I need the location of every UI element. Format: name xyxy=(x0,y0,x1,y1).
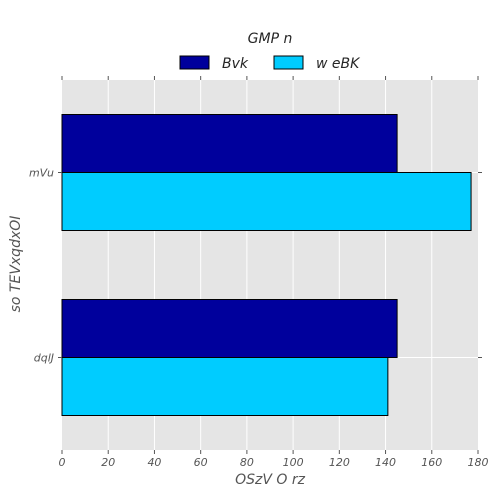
bar xyxy=(61,114,398,173)
legend-swatch-webk xyxy=(273,55,304,70)
x-tick-label: 160 xyxy=(421,456,442,469)
legend-label-webk: w eBK xyxy=(316,56,361,72)
legend: GMP n Bvk w eBK xyxy=(179,31,361,72)
x-tick-label: 80 xyxy=(240,456,254,469)
x-tick-label: 180 xyxy=(468,456,489,469)
bar-layer xyxy=(61,114,472,416)
axis-layer: 0 20 40 60 80 100 120 140 160 180 dqlJ mVu xyxy=(29,76,489,469)
x-axis-label: OSzV O rz xyxy=(235,472,306,488)
bar xyxy=(61,172,472,231)
legend-title: GMP n xyxy=(248,31,293,47)
x-tick-label: 60 xyxy=(194,456,208,469)
y-axis-label: so TEVxqdxOI xyxy=(8,216,24,313)
x-tick-label: 120 xyxy=(329,456,350,469)
y-tick-label: mVu xyxy=(29,167,54,180)
x-tick-label: 140 xyxy=(375,456,396,469)
x-tick-label: 20 xyxy=(101,456,115,469)
x-tick-label: 0 xyxy=(59,456,66,469)
x-tick-label: 40 xyxy=(147,456,161,469)
legend-swatch-bvk xyxy=(179,55,210,70)
bar xyxy=(61,357,389,416)
bar xyxy=(61,299,398,358)
x-tick-label: 100 xyxy=(283,456,304,469)
y-tick-label: dqlJ xyxy=(34,352,54,365)
legend-label-bvk: Bvk xyxy=(222,56,249,72)
